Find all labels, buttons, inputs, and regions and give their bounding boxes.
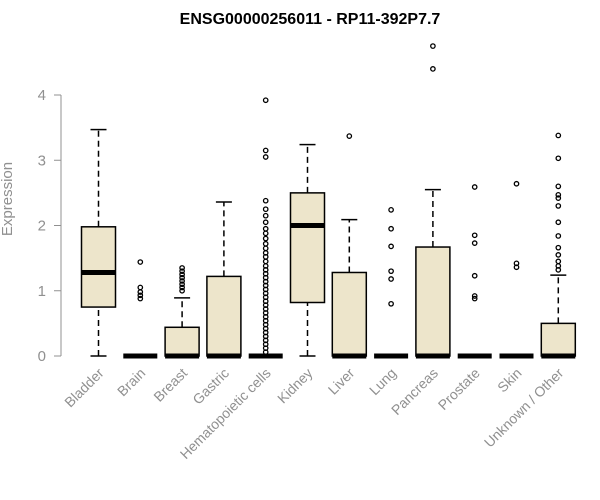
outlier-point xyxy=(262,245,269,252)
outlier-point xyxy=(262,258,269,265)
outlier-point xyxy=(179,265,185,271)
outlier-point xyxy=(430,66,436,72)
outlier-point xyxy=(471,184,478,190)
y-axis-label: Expression xyxy=(0,162,16,236)
x-tick-label: Prostate xyxy=(435,365,483,413)
outlier-point xyxy=(179,281,185,288)
x-tick-label: Lung xyxy=(366,365,399,398)
outlier-point xyxy=(388,268,394,275)
boxes-group xyxy=(80,43,577,359)
outlier-point xyxy=(262,225,269,232)
outlier-point xyxy=(262,240,269,247)
outlier-point xyxy=(137,284,144,291)
outlier-point xyxy=(137,259,144,265)
outlier-point xyxy=(388,225,394,232)
box-group xyxy=(415,43,451,359)
x-tick-label: Kidney xyxy=(274,365,316,407)
box-group xyxy=(457,184,492,359)
outlier-point xyxy=(555,195,562,201)
box-group xyxy=(248,97,283,359)
box-group xyxy=(123,259,158,359)
box-group xyxy=(540,132,577,359)
outlier-point xyxy=(555,155,562,162)
outlier-point xyxy=(388,276,394,282)
box-group xyxy=(331,133,368,359)
outlier-point xyxy=(555,258,562,265)
outlier-point xyxy=(471,240,478,246)
outlier-point xyxy=(471,293,478,299)
outlier-point xyxy=(471,272,478,279)
x-tick-label: Breast xyxy=(150,365,190,405)
outlier-point xyxy=(137,292,144,299)
x-tick-label: Bladder xyxy=(61,365,107,411)
outlier-point xyxy=(388,300,394,307)
outlier-point xyxy=(555,203,562,209)
outlier-point xyxy=(262,197,269,204)
outlier-point xyxy=(262,219,269,226)
box-iqr xyxy=(331,271,368,357)
box-iqr xyxy=(80,226,117,308)
outlier-point xyxy=(471,232,478,239)
outlier-point xyxy=(346,133,353,139)
y-tick-label: 4 xyxy=(38,87,46,104)
box-group xyxy=(374,206,409,359)
outlier-point xyxy=(262,154,269,160)
outlier-point xyxy=(179,268,185,275)
outlier-point xyxy=(388,206,394,213)
outlier-point xyxy=(179,284,185,291)
box-group xyxy=(80,128,117,357)
y-tick-label: 0 xyxy=(38,348,46,365)
outlier-point xyxy=(513,264,520,271)
x-tick-label: Brain xyxy=(114,365,148,399)
box-group xyxy=(289,143,326,357)
box-iqr xyxy=(289,192,326,304)
box-iqr xyxy=(206,275,242,357)
outlier-point xyxy=(262,230,269,237)
outlier-point xyxy=(471,295,478,302)
outlier-point xyxy=(513,180,520,187)
box-iqr xyxy=(540,322,577,357)
outlier-point xyxy=(262,349,269,355)
outlier-point xyxy=(555,233,562,239)
outlier-point xyxy=(388,243,394,250)
outlier-point xyxy=(262,212,269,219)
x-tick-label: Unknown / Other xyxy=(481,365,567,451)
outlier-point xyxy=(262,147,269,154)
y-tick-label: 2 xyxy=(38,218,46,235)
outlier-point xyxy=(179,274,185,281)
outlier-point xyxy=(555,183,562,190)
outlier-point xyxy=(555,267,562,273)
box-group xyxy=(499,180,534,359)
box-iqr xyxy=(415,246,451,357)
outlier-point xyxy=(137,289,144,295)
outlier-point xyxy=(555,252,562,258)
outlier-point xyxy=(555,191,562,198)
y-tick-label: 3 xyxy=(38,152,46,169)
outlier-point xyxy=(137,295,144,302)
x-tick-label: Liver xyxy=(325,365,358,398)
outlier-point xyxy=(179,278,185,284)
outlier-point xyxy=(430,43,436,49)
box-iqr xyxy=(164,326,200,357)
outlier-point xyxy=(555,244,562,251)
box-group xyxy=(164,265,200,359)
y-tick-label: 1 xyxy=(38,283,46,300)
outlier-point xyxy=(555,132,562,139)
box-group xyxy=(206,201,242,359)
chart-title: ENSG00000256011 - RP11-392P7.7 xyxy=(180,11,441,28)
outlier-point xyxy=(555,219,562,226)
y-axis: 0 1 2 3 4 xyxy=(38,87,62,365)
outlier-point xyxy=(179,287,185,294)
outlier-point xyxy=(262,206,269,213)
outlier-point xyxy=(262,235,269,242)
outlier-point xyxy=(262,97,269,104)
outlier-point xyxy=(179,271,185,278)
x-tick-label: Skin xyxy=(494,365,525,396)
